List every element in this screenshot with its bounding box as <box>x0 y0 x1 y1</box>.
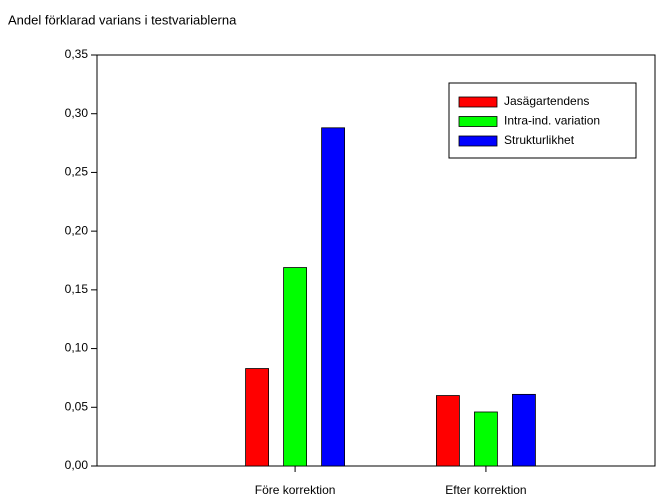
chart-title: Andel förklarad varians i testvariablern… <box>8 12 237 27</box>
y-tick-label: 0,15 <box>65 282 89 296</box>
y-tick-label: 0,05 <box>65 399 89 413</box>
plot-frame <box>96 54 656 467</box>
legend-swatch <box>458 96 498 108</box>
legend-label: Jasägartendens <box>504 94 589 108</box>
legend-label: Intra-ind. variation <box>504 114 600 128</box>
bar <box>245 368 269 467</box>
y-tick-label: 0,20 <box>65 223 89 237</box>
x-tick-label: Efter korrektion <box>445 483 526 497</box>
legend-swatch <box>458 116 498 127</box>
y-tick-label: 0,25 <box>65 165 89 179</box>
y-tick-label: 0,30 <box>65 106 89 120</box>
bar <box>512 393 536 467</box>
bar <box>436 395 460 467</box>
y-tick-label: 0,10 <box>65 341 89 355</box>
bar <box>474 411 498 467</box>
y-tick-label: 0,35 <box>65 47 89 61</box>
legend-label: Strukturlikhet <box>504 133 575 147</box>
y-tick-label: 0,00 <box>65 458 89 472</box>
bar <box>283 267 307 467</box>
bar <box>321 127 345 467</box>
legend-swatch <box>458 135 498 147</box>
x-tick-label: Före korrektion <box>255 483 336 497</box>
